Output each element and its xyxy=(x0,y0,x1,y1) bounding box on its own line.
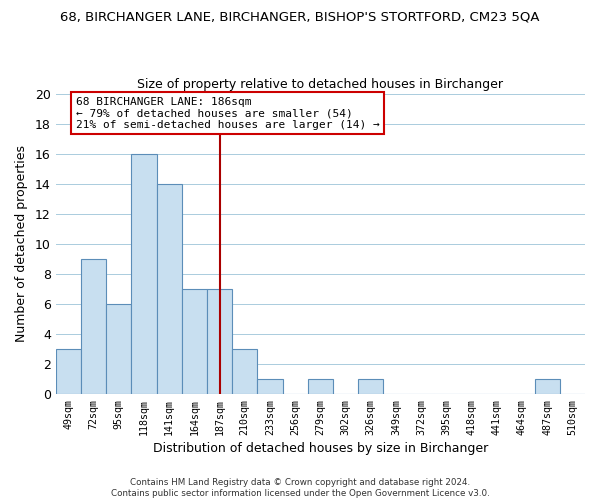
Text: 68, BIRCHANGER LANE, BIRCHANGER, BISHOP'S STORTFORD, CM23 5QA: 68, BIRCHANGER LANE, BIRCHANGER, BISHOP'… xyxy=(60,10,540,23)
Bar xyxy=(81,259,106,394)
Bar xyxy=(358,379,383,394)
Bar xyxy=(308,379,333,394)
Text: 68 BIRCHANGER LANE: 186sqm
← 79% of detached houses are smaller (54)
21% of semi: 68 BIRCHANGER LANE: 186sqm ← 79% of deta… xyxy=(76,96,380,130)
Y-axis label: Number of detached properties: Number of detached properties xyxy=(15,146,28,342)
X-axis label: Distribution of detached houses by size in Birchanger: Distribution of detached houses by size … xyxy=(153,442,488,455)
Bar xyxy=(56,349,81,394)
Bar xyxy=(182,289,207,394)
Text: Contains HM Land Registry data © Crown copyright and database right 2024.
Contai: Contains HM Land Registry data © Crown c… xyxy=(110,478,490,498)
Bar xyxy=(207,289,232,394)
Bar xyxy=(232,349,257,394)
Bar xyxy=(157,184,182,394)
Bar xyxy=(535,379,560,394)
Bar xyxy=(131,154,157,394)
Title: Size of property relative to detached houses in Birchanger: Size of property relative to detached ho… xyxy=(137,78,503,91)
Bar xyxy=(106,304,131,394)
Bar xyxy=(257,379,283,394)
